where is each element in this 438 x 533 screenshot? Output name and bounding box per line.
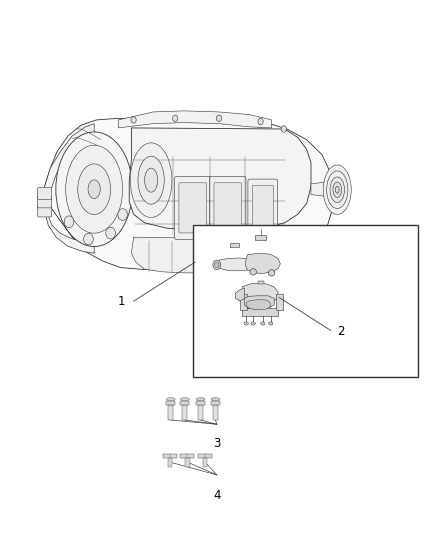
- Ellipse shape: [333, 182, 342, 197]
- Ellipse shape: [268, 270, 275, 276]
- Polygon shape: [246, 300, 271, 310]
- Polygon shape: [215, 258, 255, 271]
- Polygon shape: [44, 124, 94, 253]
- Bar: [180, 454, 194, 458]
- Bar: [198, 454, 212, 458]
- Bar: [168, 458, 172, 467]
- Ellipse shape: [251, 322, 255, 325]
- Bar: [185, 458, 190, 467]
- FancyBboxPatch shape: [38, 188, 52, 199]
- FancyBboxPatch shape: [248, 179, 278, 237]
- Polygon shape: [242, 284, 278, 305]
- Ellipse shape: [268, 322, 273, 325]
- Bar: [168, 405, 173, 420]
- Polygon shape: [129, 128, 311, 230]
- Ellipse shape: [261, 322, 265, 325]
- Polygon shape: [44, 118, 334, 273]
- Polygon shape: [118, 111, 272, 128]
- Polygon shape: [244, 296, 274, 309]
- Bar: [182, 405, 187, 420]
- Polygon shape: [245, 253, 280, 273]
- Polygon shape: [131, 237, 302, 273]
- FancyBboxPatch shape: [38, 196, 52, 208]
- Bar: [213, 405, 218, 420]
- FancyBboxPatch shape: [214, 183, 242, 233]
- Ellipse shape: [66, 145, 123, 233]
- Ellipse shape: [131, 117, 136, 123]
- Bar: [196, 401, 205, 405]
- FancyBboxPatch shape: [179, 183, 207, 233]
- Ellipse shape: [211, 398, 220, 401]
- Bar: [240, 294, 247, 310]
- Ellipse shape: [215, 262, 219, 268]
- Ellipse shape: [327, 171, 348, 208]
- Ellipse shape: [196, 398, 205, 401]
- Bar: [258, 281, 264, 284]
- Ellipse shape: [330, 177, 344, 203]
- Ellipse shape: [250, 269, 257, 275]
- Ellipse shape: [258, 118, 263, 125]
- Ellipse shape: [138, 156, 164, 204]
- Polygon shape: [311, 182, 334, 196]
- Bar: [203, 458, 207, 467]
- Ellipse shape: [145, 168, 158, 192]
- Bar: [276, 294, 283, 310]
- FancyBboxPatch shape: [252, 185, 273, 230]
- FancyBboxPatch shape: [210, 176, 246, 239]
- Bar: [198, 405, 203, 420]
- Ellipse shape: [173, 115, 178, 122]
- Ellipse shape: [166, 398, 175, 401]
- Ellipse shape: [78, 164, 110, 214]
- Text: 4: 4: [213, 489, 221, 502]
- Ellipse shape: [118, 208, 127, 221]
- Ellipse shape: [130, 143, 172, 217]
- Ellipse shape: [244, 322, 248, 325]
- Bar: [230, 243, 239, 247]
- Ellipse shape: [106, 227, 115, 239]
- Text: 1: 1: [117, 295, 125, 308]
- FancyBboxPatch shape: [174, 176, 211, 239]
- Ellipse shape: [336, 187, 339, 193]
- Bar: [193, 225, 418, 377]
- Ellipse shape: [56, 132, 132, 246]
- Ellipse shape: [216, 115, 222, 122]
- Bar: [166, 401, 175, 405]
- Text: 3: 3: [213, 437, 220, 450]
- Ellipse shape: [281, 126, 286, 132]
- Polygon shape: [236, 288, 244, 301]
- Ellipse shape: [213, 260, 221, 270]
- Bar: [180, 401, 189, 405]
- Bar: [163, 454, 177, 458]
- Ellipse shape: [323, 165, 351, 214]
- Ellipse shape: [64, 216, 74, 228]
- FancyBboxPatch shape: [38, 205, 52, 217]
- Bar: [211, 401, 220, 405]
- Ellipse shape: [84, 233, 93, 245]
- Bar: [242, 308, 278, 316]
- Ellipse shape: [88, 180, 100, 198]
- Bar: [255, 235, 266, 240]
- Ellipse shape: [180, 398, 189, 401]
- Text: 2: 2: [337, 325, 345, 338]
